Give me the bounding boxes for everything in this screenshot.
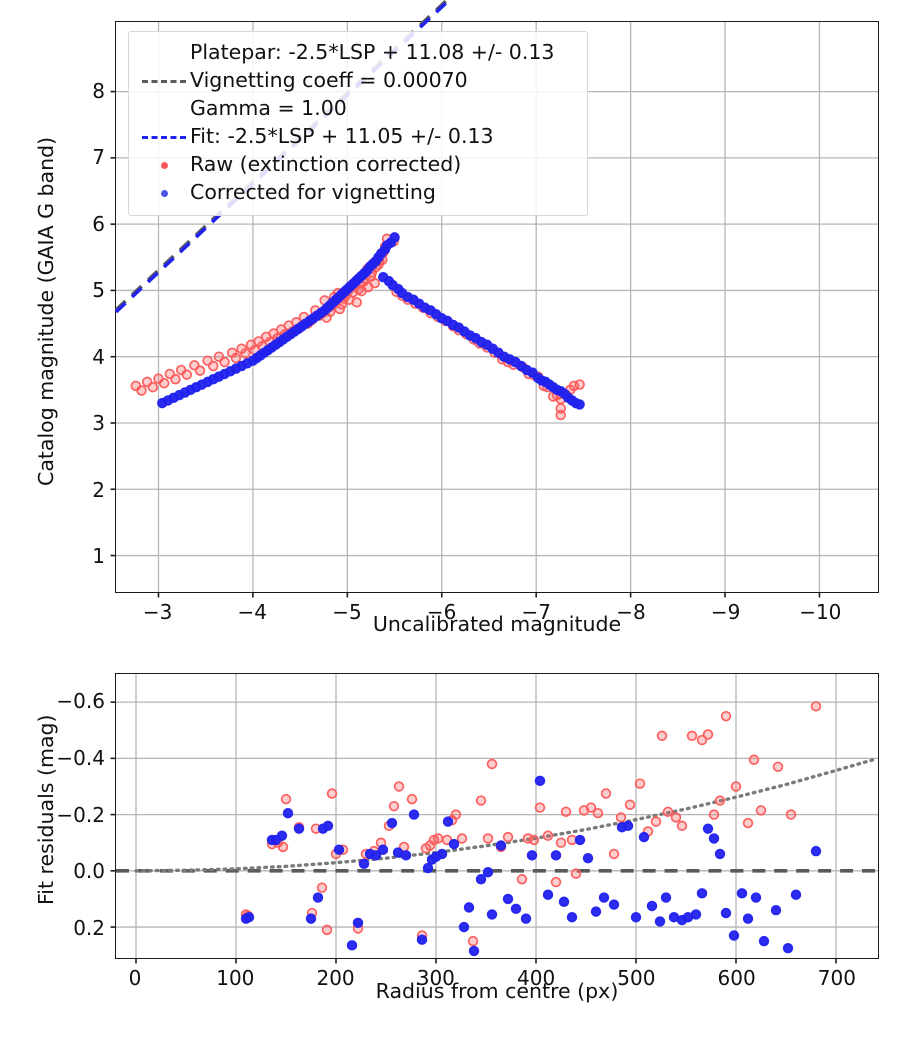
legend-label: Vignetting coeff = 0.00070 bbox=[190, 68, 468, 93]
top-x-axis-title: Uncalibrated magnitude bbox=[372, 612, 622, 636]
x-tick-label: −9 bbox=[710, 600, 741, 624]
fit-residuals-canvas bbox=[110, 674, 878, 964]
bottom-x-axis-title: Radius from centre (px) bbox=[375, 979, 619, 1003]
x-tick-label: 500 bbox=[617, 966, 656, 990]
legend-label: Raw (extinction corrected) bbox=[190, 152, 462, 177]
y-tick-label: −0.2 bbox=[56, 802, 105, 827]
legend-label: Fit: -2.5*LSP + 11.05 +/- 0.13 bbox=[190, 124, 494, 149]
x-tick-label: 0 bbox=[128, 966, 142, 990]
top-y-axis-title: Catalog magnitude (GAIA G band) bbox=[34, 136, 58, 486]
x-tick-label: −8 bbox=[616, 600, 646, 624]
legend-label: Platepar: -2.5*LSP + 11.08 +/- 0.13 bbox=[190, 40, 555, 65]
x-tick-label: −6 bbox=[426, 600, 457, 624]
fit-residuals-plot bbox=[110, 673, 879, 964]
y-tick-label: 1 bbox=[92, 544, 105, 569]
y-tick-label: 5 bbox=[92, 278, 105, 303]
y-tick-label: 6 bbox=[92, 211, 105, 236]
legend-marker-dashed-blue-icon bbox=[138, 135, 190, 139]
x-tick-label: −4 bbox=[237, 600, 268, 624]
y-tick-label: 0.2 bbox=[73, 915, 105, 940]
x-tick-label: 700 bbox=[817, 966, 856, 990]
x-tick-label: 400 bbox=[517, 966, 556, 990]
photometric-calibration-canvas bbox=[110, 0, 878, 598]
x-tick-label: 200 bbox=[316, 966, 355, 990]
y-tick-label: −0.4 bbox=[56, 745, 105, 770]
y-tick-label: 7 bbox=[92, 145, 105, 170]
legend-marker-blue-dot-icon bbox=[138, 189, 190, 197]
legend-label: Gamma = 1.00 bbox=[190, 96, 347, 121]
x-tick-label: −10 bbox=[799, 600, 842, 624]
legend-marker-dashed-gray-icon bbox=[138, 79, 190, 83]
legend-entry: Raw (extinction corrected) bbox=[138, 151, 578, 179]
x-tick-label: −3 bbox=[142, 600, 173, 624]
y-tick-label: 0.0 bbox=[73, 859, 105, 884]
y-tick-label: 3 bbox=[92, 411, 105, 436]
x-tick-label: −7 bbox=[521, 600, 552, 624]
y-tick-label: 8 bbox=[92, 78, 105, 103]
x-tick-label: 300 bbox=[416, 966, 455, 990]
legend: Platepar: -2.5*LSP + 11.08 +/- 0.13 Vign… bbox=[128, 31, 588, 216]
y-tick-label: 4 bbox=[92, 344, 105, 369]
legend-entry: Platepar: -2.5*LSP + 11.08 +/- 0.13 bbox=[138, 39, 578, 67]
x-tick-label: 100 bbox=[216, 966, 255, 990]
x-tick-label: 600 bbox=[717, 966, 756, 990]
legend-marker-red-dot-icon bbox=[138, 161, 190, 169]
x-tick-label: −5 bbox=[332, 600, 362, 624]
bottom-y-axis-title: Fit residuals (mag) bbox=[34, 714, 58, 905]
legend-entry: Fit: -2.5*LSP + 11.05 +/- 0.13 bbox=[138, 123, 578, 151]
legend-entry: Gamma = 1.00 bbox=[138, 95, 578, 123]
legend-label: Corrected for vignetting bbox=[190, 180, 436, 205]
y-tick-label: 2 bbox=[92, 477, 105, 502]
y-tick-label: −0.6 bbox=[56, 689, 105, 714]
legend-entry: Vignetting coeff = 0.00070 bbox=[138, 67, 578, 95]
legend-entry: Corrected for vignetting bbox=[138, 179, 578, 207]
